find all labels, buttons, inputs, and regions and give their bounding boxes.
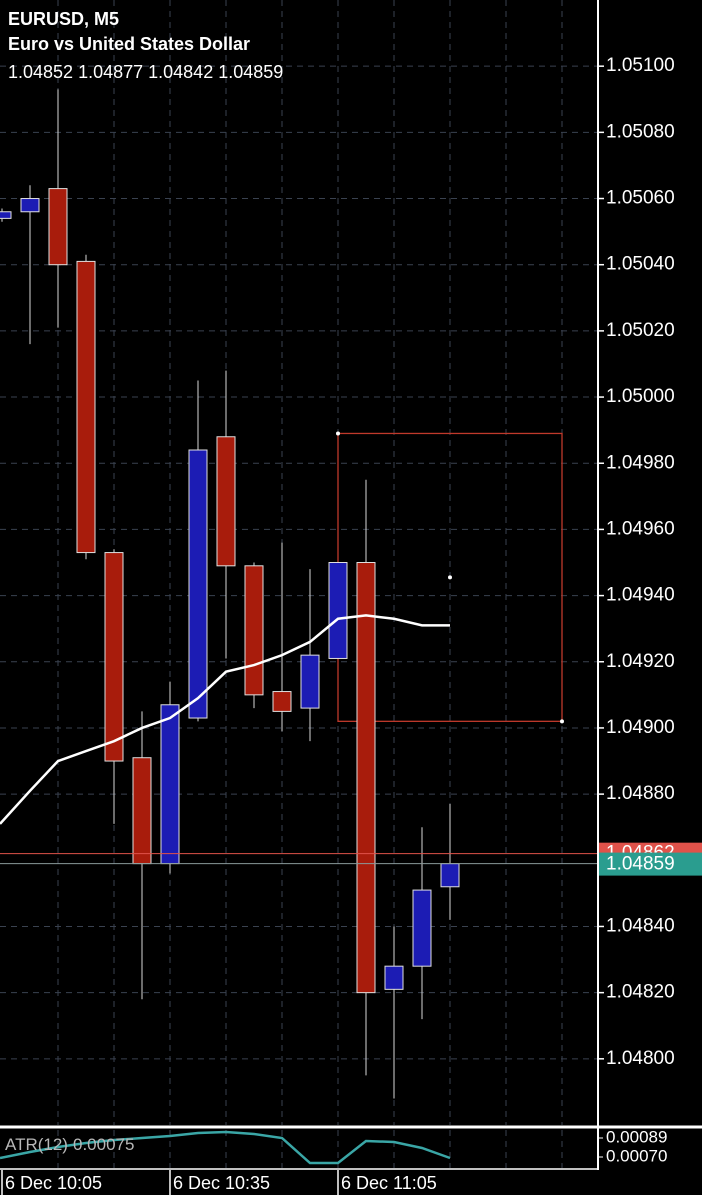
candle-body [356,562,376,994]
y-tick-label: 1.05060 [606,188,675,209]
indicator-tick-label: 0.00070 [606,1146,667,1165]
y-tick-label: 1.04920 [606,651,675,672]
indicator-value: 0.00075 [73,1135,134,1154]
x-tick-label: 6 Dec 10:35 [173,1173,270,1193]
candle-body [132,757,152,865]
candle-body [188,449,208,719]
x-tick-label: 6 Dec 11:05 [341,1173,437,1193]
y-tick-label: 1.04940 [606,585,675,606]
candle-body [300,654,320,709]
candle-body [216,436,236,567]
candle-body [20,198,40,213]
y-tick-label: 1.04880 [606,783,675,804]
y-tick-label: 1.05000 [606,386,675,407]
candle-body [160,704,180,865]
bid-label: 1.04859 [606,854,675,875]
x-tick-label: 6 Dec 10:05 [5,1173,102,1193]
candle-body [0,211,12,219]
y-tick-label: 1.04840 [606,915,675,936]
candle-body [412,889,432,967]
chart-title: EURUSD, M5 [8,9,119,29]
candle-body [76,260,96,554]
y-tick-label: 1.05040 [606,254,675,275]
y-tick-label: 1.04800 [606,1048,675,1069]
atr-line [0,1130,451,1165]
y-tick-label: 1.04960 [606,518,675,539]
chart-subtitle: Euro vs United States Dollar [8,34,250,54]
bid-label-box [599,852,702,876]
indicator-tick-label: 0.00089 [606,1127,667,1146]
candle-body [272,691,292,712]
rectangle-handle [336,431,340,436]
y-tick-label: 1.05020 [606,320,675,341]
y-tick-label: 1.04900 [606,717,675,738]
candle-body [244,565,264,696]
rectangle-handle [448,575,452,580]
candle-body [384,965,404,990]
y-tick-label: 1.04980 [606,452,675,473]
indicator-label: ATR(12) 0.00075 [5,1135,134,1154]
y-tick-label: 1.05100 [606,55,675,76]
candle-body [104,552,124,762]
rectangle-handle [560,719,564,724]
candle-body [48,188,68,266]
y-tick-label: 1.04820 [606,982,675,1003]
ohlc-text: 1.04852 1.04877 1.04842 1.04859 [8,62,283,82]
candle-body [440,863,460,888]
moving-average [0,614,450,825]
candle-body [328,562,348,659]
indicator-name: ATR(12) [5,1135,68,1154]
y-tick-label: 1.05080 [606,121,675,142]
